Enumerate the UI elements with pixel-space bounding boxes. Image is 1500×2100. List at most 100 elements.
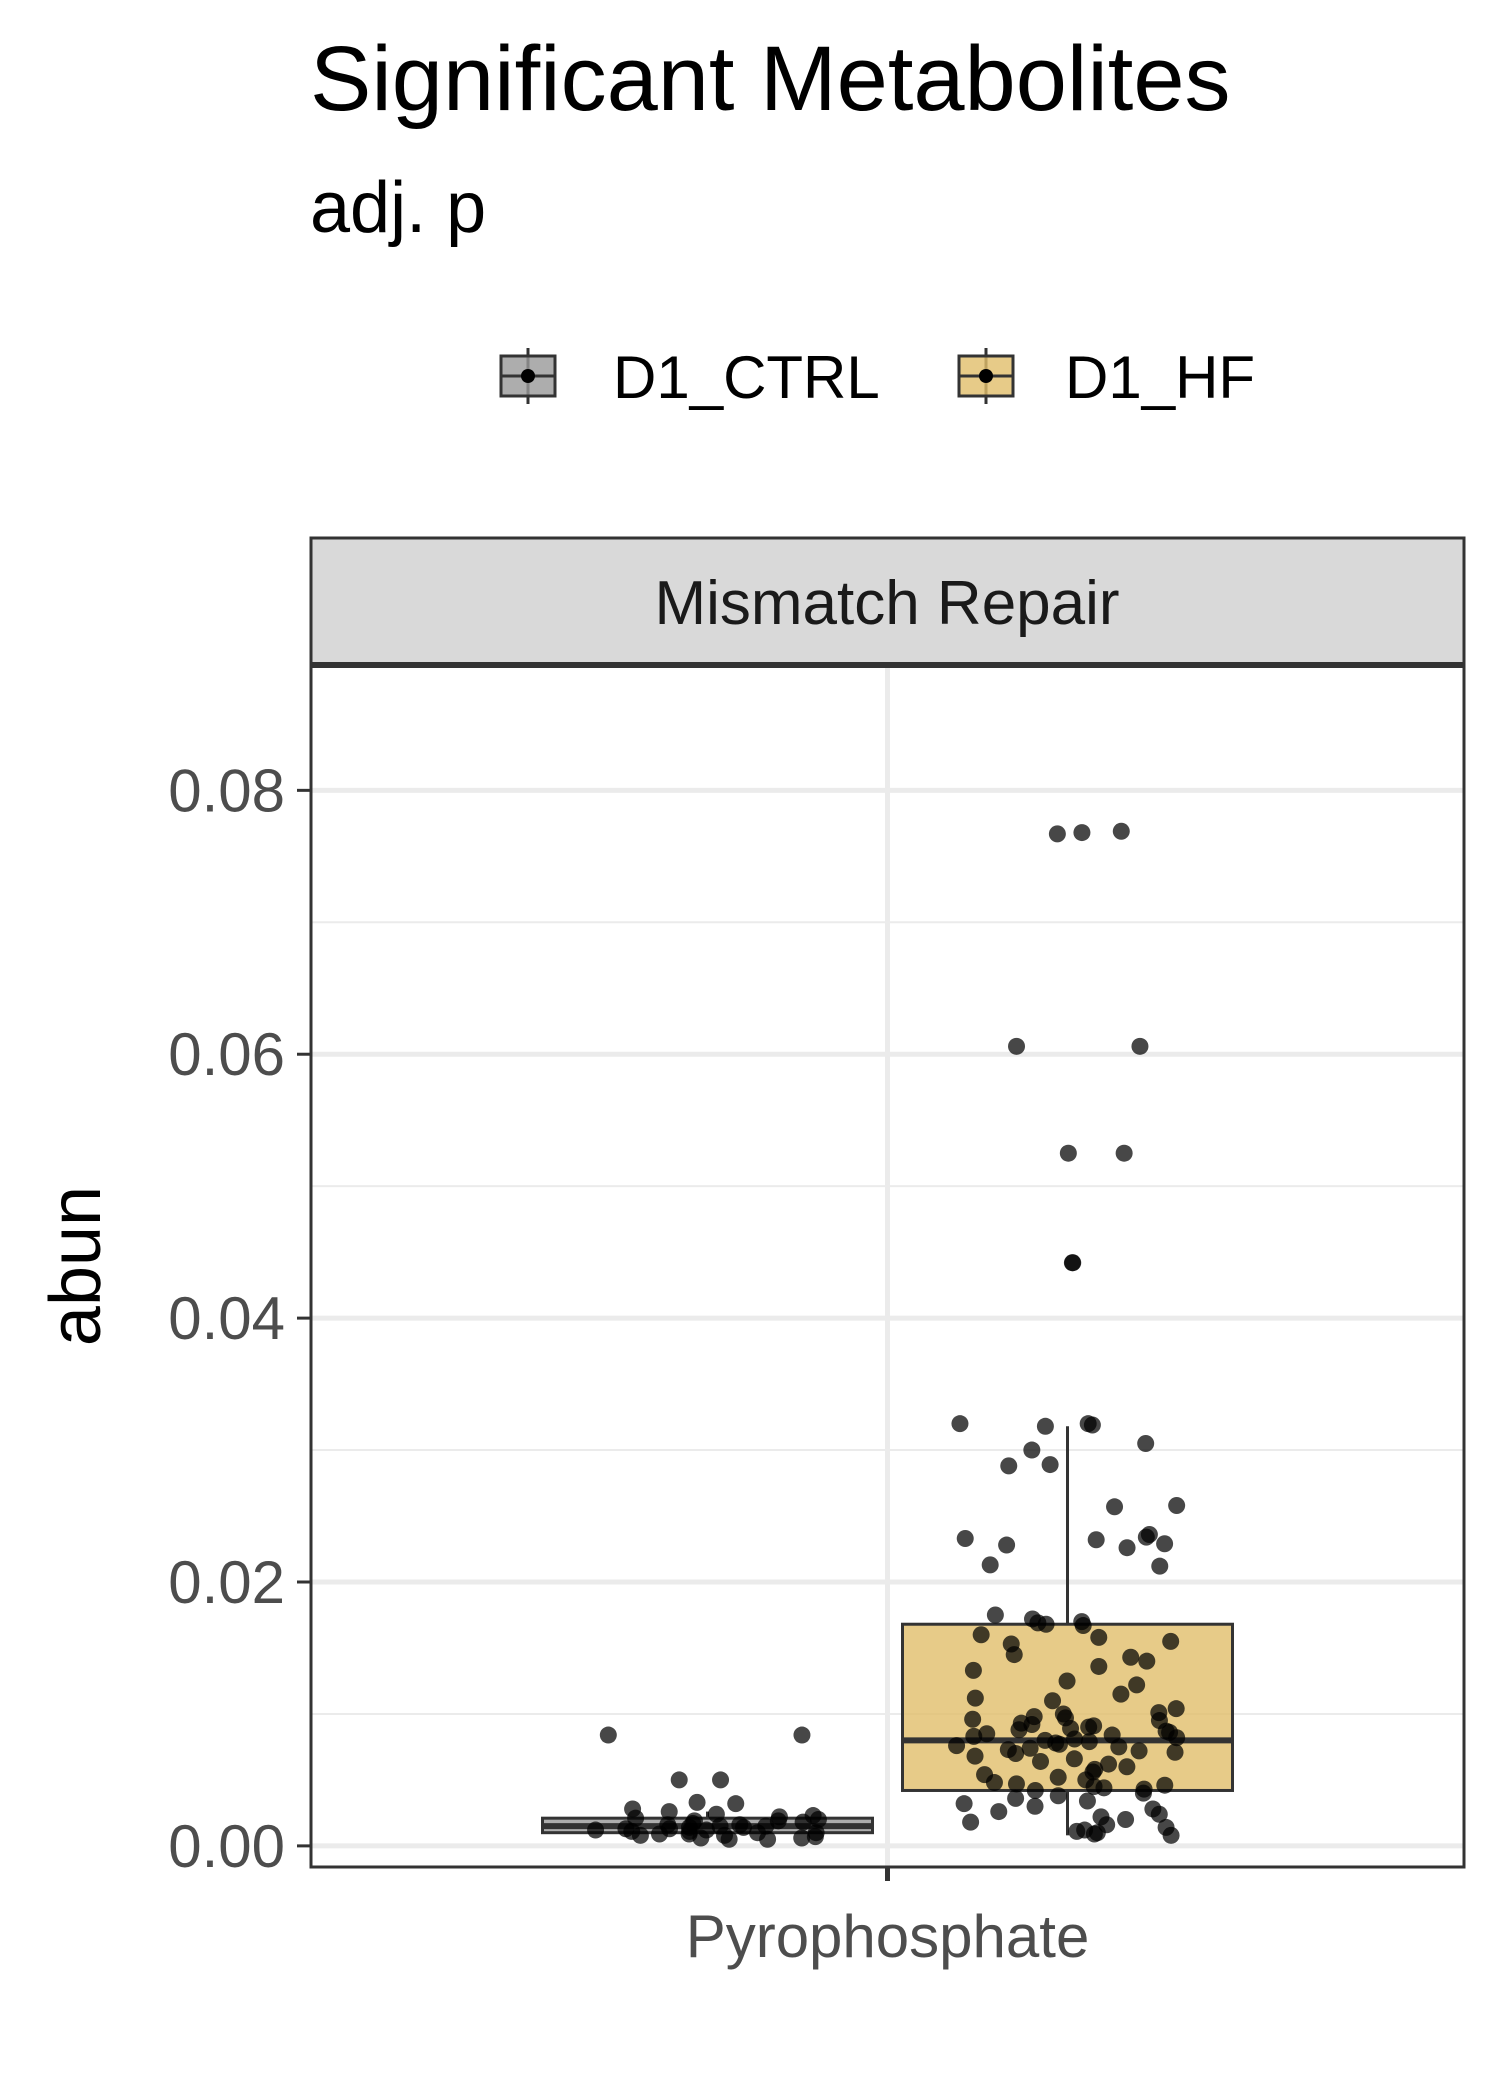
data-point [670,1771,688,1789]
y-tick-label: 0.02 [168,1549,285,1616]
data-point [972,1626,990,1644]
data-point [951,1415,969,1433]
data-point [1166,1743,1184,1761]
data-point [1087,1531,1105,1549]
data-point [1095,1779,1113,1797]
data-point [809,1811,827,1829]
data-point [1128,1676,1146,1694]
data-point [964,1661,982,1679]
facet-label: Mismatch Repair [654,569,1119,638]
gridlines [311,665,1464,1867]
data-point [1063,1254,1081,1272]
data-point [806,1828,824,1846]
data-point [1118,1758,1136,1776]
data-point [1037,1615,1055,1633]
data-point [962,1813,980,1831]
data-point [1156,1776,1174,1794]
legend-label-d1-hf: D1_HF [1065,344,1255,411]
data-point [1023,1441,1041,1459]
data-point [966,1747,984,1765]
data-point [1090,1657,1108,1675]
data-point [1085,1825,1103,1843]
data-point [1112,1685,1130,1703]
data-point [1032,1752,1050,1770]
data-point [1049,1787,1067,1805]
data-point [1008,1037,1026,1055]
data-point [794,1813,812,1831]
data-point [1122,1648,1140,1666]
data-point [998,1536,1016,1554]
data-point [1073,824,1091,842]
data-point [990,1803,1008,1821]
data-point [1115,1144,1133,1162]
data-point [1118,1539,1136,1557]
data-point [981,1556,999,1574]
data-point [1010,1721,1028,1739]
data-point [1026,1781,1044,1799]
data-point [965,1727,983,1745]
data-point [1130,1742,1148,1760]
data-point [1007,1745,1025,1763]
data-point [759,1830,777,1848]
data-point [1005,1646,1023,1664]
data-point [1026,1797,1044,1815]
data-point [793,1726,811,1744]
data-point [1021,1739,1039,1757]
data-point [692,1829,710,1847]
data-point [1162,1826,1180,1844]
y-tick-label: 0.06 [168,1021,285,1088]
data-point [966,1689,984,1707]
data-point [1117,1811,1135,1829]
data-point [1050,1735,1068,1753]
y-axis-title: abun [36,1186,116,1346]
data-point [1131,1037,1149,1055]
data-point [1036,1417,1054,1435]
data-point [660,1803,678,1821]
legend: D1_CTRL D1_HF [499,344,1255,411]
points-d1-ctrl [587,1726,827,1848]
data-point [1080,1733,1098,1751]
data-point [1168,1496,1186,1514]
data-point [1066,1730,1084,1748]
data-point [1007,1775,1025,1793]
data-point [793,1829,811,1847]
data-point [1106,1498,1124,1516]
data-point [1156,1535,1174,1553]
data-point [1167,1700,1185,1718]
data-point [587,1821,605,1839]
data-point [599,1726,617,1744]
data-point [1134,1784,1152,1802]
data-point [1137,1528,1155,1546]
legend-key-point [979,369,993,383]
data-point [986,1606,1004,1624]
data-point [1041,1456,1059,1474]
jitter-points [587,822,1186,1848]
data-point [1000,1457,1018,1475]
data-point [1150,1805,1168,1823]
data-point [1044,1692,1062,1710]
y-tick-label: 0.04 [168,1285,285,1352]
data-point [1110,1738,1128,1756]
facet-strip: Mismatch Repair [309,536,1466,667]
y-tick-label: 0.08 [168,757,285,824]
legend-key-point [521,369,535,383]
data-point [1059,1144,1077,1162]
data-point [1138,1652,1156,1670]
x-tick-label: Pyrophosphate [686,1903,1090,1970]
data-point [712,1771,730,1789]
data-point [1162,1632,1180,1650]
data-point [1068,1822,1086,1840]
data-point [1048,825,1066,843]
data-point [1112,822,1130,840]
data-point [1007,1789,1025,1807]
chart-title: Significant Metabolites [310,28,1231,130]
legend-key-d1-hf [957,348,1015,404]
data-point [948,1737,966,1755]
points-d1-hf [948,822,1186,1844]
data-point [1074,1617,1092,1635]
data-point [688,1793,706,1811]
data-point [720,1830,738,1848]
data-point [955,1795,973,1813]
chart-subtitle: adj. p [310,168,486,248]
